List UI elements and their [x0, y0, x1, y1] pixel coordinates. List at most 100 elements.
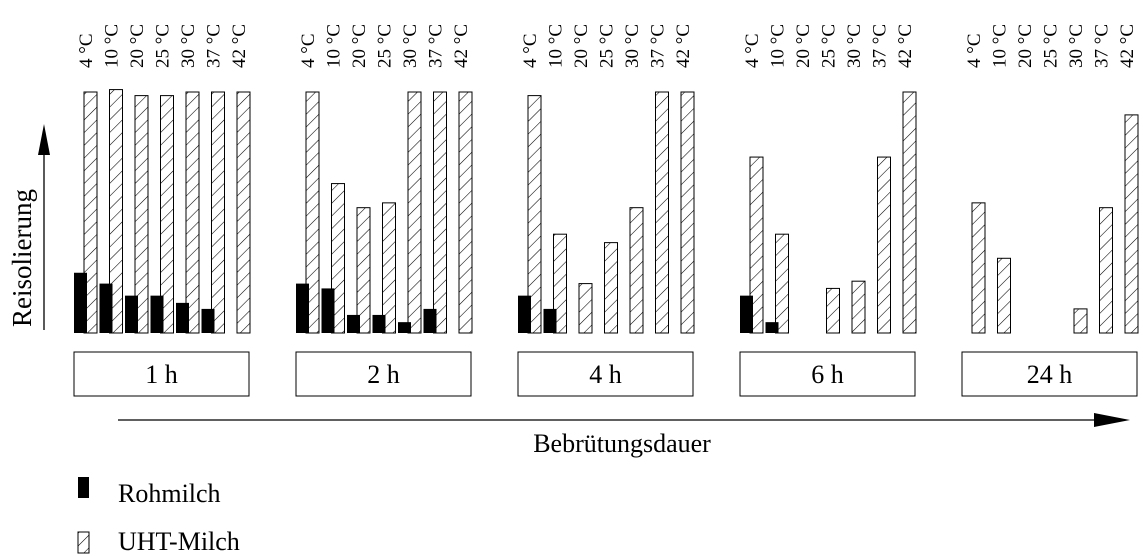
temperature-label: 30 °C	[178, 24, 199, 68]
temperature-label: 4 °C	[520, 33, 541, 68]
bar-group-2: 4 °C 10 °C 20 °C 25 °C 30 °C 37 °C 42 °C 2 h	[295, 24, 473, 397]
duration-label: 6 h	[811, 360, 844, 389]
bar-rohmilch	[543, 308, 557, 333]
bar-group-1: 4 °C 10 °C 20 °C 25 °C 30 °C 37 °C 42 °C 1 h	[73, 24, 251, 397]
temperature-label: 42 °C	[229, 24, 250, 68]
temperature-label: 20 °C	[571, 24, 592, 68]
x-axis-label: Bebrütungsdauer	[533, 429, 711, 458]
bar-uht-milch	[902, 91, 917, 334]
bar-rohmilch	[423, 308, 437, 333]
bar-rohmilch	[176, 302, 189, 333]
bar-uht-milch	[236, 91, 251, 334]
bar-rohmilch	[99, 283, 113, 333]
bar-uht-milch	[1124, 114, 1139, 334]
bar-uht-milch	[331, 183, 345, 334]
y-axis: Reisolierung	[7, 124, 50, 330]
bar-uht-milch	[604, 242, 618, 334]
temperature-label: 30 °C	[1066, 24, 1087, 68]
bar-uht-milch	[629, 207, 644, 334]
bar-rohmilch	[321, 288, 335, 333]
temperature-label: 4 °C	[964, 33, 985, 68]
bar-rohmilch	[518, 295, 531, 333]
bar-uht-milch	[109, 89, 123, 334]
temperature-label: 30 °C	[844, 24, 865, 68]
temperature-label: 20 °C	[1015, 24, 1036, 68]
bar-uht-milch	[160, 95, 174, 334]
bar-rohmilch	[347, 314, 360, 333]
bar-rohmilch	[125, 295, 138, 333]
bar-uht-milch	[749, 156, 764, 334]
temperature-label: 20 °C	[127, 24, 148, 68]
bar-uht-milch	[655, 91, 669, 334]
bar-rohmilch	[765, 322, 779, 333]
bar-rohmilch	[150, 295, 164, 333]
duration-label: 24 h	[1027, 360, 1073, 389]
bar-uht-milch	[851, 280, 866, 334]
x-axis: Bebrütungsdauer	[118, 413, 1130, 458]
temperature-label: 30 °C	[400, 24, 421, 68]
bar-uht-milch	[356, 207, 371, 334]
bar-uht-milch	[553, 233, 567, 334]
bar-uht-milch	[134, 95, 149, 334]
duration-label: 1 h	[145, 360, 178, 389]
bar-group-3: 4 °C 10 °C 20 °C 25 °C 30 °C 37 °C 42 °C 4 h	[517, 24, 695, 397]
x-axis-arrow-head	[1094, 413, 1130, 427]
bar-uht-milch	[578, 283, 593, 334]
legend-label-rohmilch: Rohmilch	[118, 479, 221, 508]
temperature-label: 25 °C	[1041, 24, 1062, 68]
bar-group-4: 4 °C 10 °C 20 °C 25 °C 30 °C 37 °C 42 °C 6 h	[739, 24, 917, 397]
temperature-label: 37 °C	[204, 24, 225, 68]
duration-box	[73, 351, 250, 397]
temperature-label: 25 °C	[153, 24, 174, 68]
bar-uht-milch	[826, 287, 840, 334]
temperature-label: 37 °C	[648, 24, 669, 68]
temperature-label: 4 °C	[742, 33, 763, 68]
bar-group-5: 4 °C 10 °C 20 °C 25 °C 30 °C 37 °C 42 °C 24 h	[961, 24, 1139, 397]
duration-label: 4 h	[589, 360, 622, 389]
bar-rohmilch	[296, 283, 309, 333]
temperature-label: 20 °C	[349, 24, 370, 68]
bar-uht-milch	[997, 257, 1011, 334]
temperature-label: 37 °C	[870, 24, 891, 68]
temperature-label: 20 °C	[793, 24, 814, 68]
duration-box	[295, 351, 472, 397]
legend: Rohmilch UHT-Milch	[77, 477, 240, 556]
temperature-label: 10 °C	[546, 24, 567, 68]
duration-label: 2 h	[367, 360, 400, 389]
bar-uht-milch	[971, 202, 986, 334]
temperature-label: 25 °C	[597, 24, 618, 68]
bar-uht-milch	[775, 233, 789, 334]
bar-rohmilch	[372, 314, 386, 333]
bar-uht-milch	[407, 91, 422, 334]
temperature-label: 4 °C	[298, 33, 319, 68]
legend-label-uht: UHT-Milch	[118, 527, 240, 556]
bar-uht-milch	[1099, 207, 1113, 334]
temperature-label: 42 °C	[451, 24, 472, 68]
bar-uht-milch	[211, 91, 225, 334]
temperature-label: 42 °C	[673, 24, 694, 68]
bar-uht-milch	[382, 202, 396, 334]
duration-box	[961, 351, 1138, 397]
temperature-label: 10 °C	[768, 24, 789, 68]
temperature-label: 25 °C	[375, 24, 396, 68]
temperature-label: 37 °C	[1092, 24, 1113, 68]
bar-groups: 4 °C 10 °C 20 °C 25 °C 30 °C 37 °C 42 °C1 h4 °…	[73, 24, 1139, 397]
y-axis-label: Reisolierung	[7, 189, 37, 327]
temperature-label: 10 °C	[324, 24, 345, 68]
bar-uht-milch	[527, 95, 542, 334]
temperature-label: 10 °C	[102, 24, 123, 68]
temperature-label: 37 °C	[426, 24, 447, 68]
bar-uht-milch	[680, 91, 695, 334]
bar-uht-milch	[305, 91, 320, 334]
y-axis-arrow-head	[38, 124, 50, 155]
bar-rohmilch	[201, 308, 215, 333]
temperature-label: 25 °C	[819, 24, 840, 68]
bar-uht-milch	[877, 156, 891, 334]
temperature-label: 30 °C	[622, 24, 643, 68]
bar-uht-milch	[433, 91, 447, 334]
bar-rohmilch	[74, 272, 87, 333]
bar-uht-milch	[458, 91, 473, 334]
duration-box	[517, 351, 694, 397]
temperature-label: 42 °C	[1117, 24, 1138, 68]
